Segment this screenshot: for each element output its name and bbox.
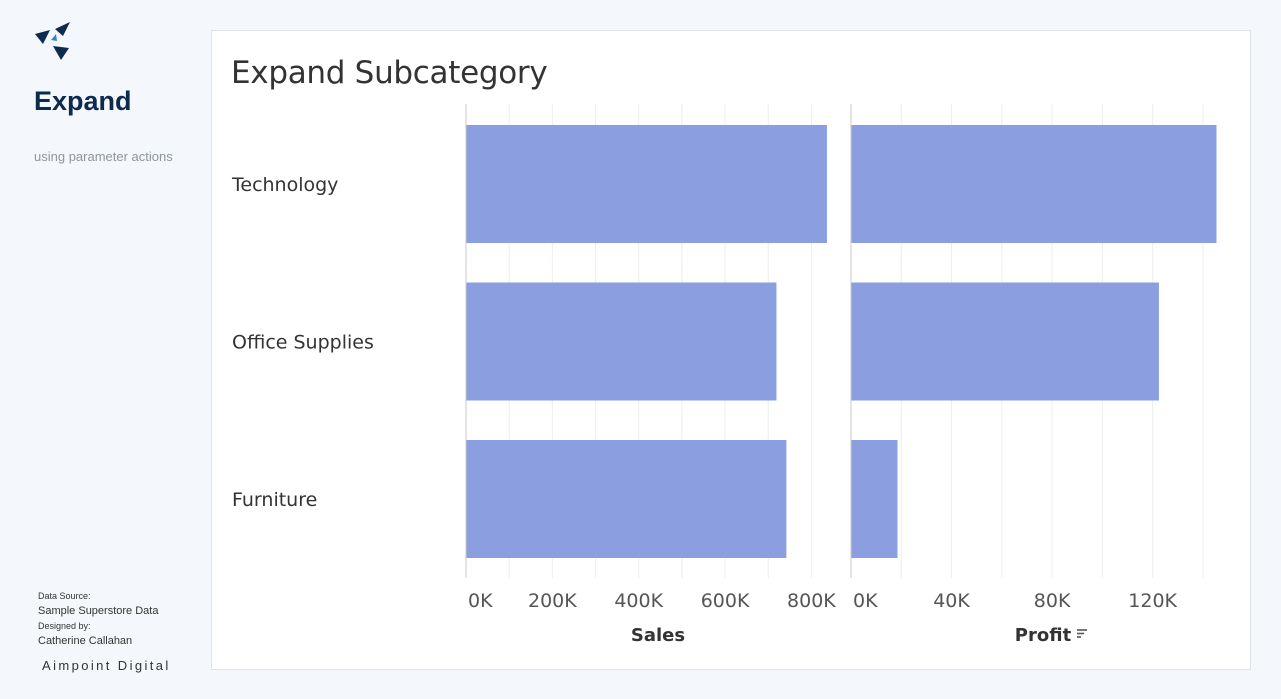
category-label: Office Supplies: [232, 332, 374, 354]
tick-label: 0K: [853, 590, 878, 612]
bar-sales[interactable]: [466, 282, 777, 401]
sidebar-subtitle: using parameter actions: [34, 149, 173, 164]
aimpoint-logo-icon: [35, 22, 70, 60]
tick-label: 600K: [701, 590, 750, 612]
profit-axis-title: Profit: [1015, 625, 1072, 646]
tick-label: 40K: [933, 590, 970, 612]
sidebar-title: Expand: [34, 86, 132, 116]
data-source-label: Data Source:: [38, 591, 91, 601]
data-source-value: Sample Superstore Data: [38, 605, 159, 617]
sidebar: Expand using parameter actions Data Sour…: [0, 0, 205, 699]
brand-name: Aimpoint Digital: [42, 658, 171, 673]
bar-profit[interactable]: [851, 282, 1159, 401]
bar-sales[interactable]: [466, 125, 827, 243]
bar-sales[interactable]: [466, 440, 787, 558]
bar-profit[interactable]: [851, 125, 1217, 243]
designed-by-value: Catherine Callahan: [38, 635, 133, 647]
credits: Data Source: Sample Superstore Data Desi…: [38, 589, 158, 649]
chart-title: Expand Subcategory: [231, 55, 548, 91]
tick-label: 400K: [614, 590, 663, 612]
bar-profit[interactable]: [851, 440, 898, 558]
tick-label: 120K: [1128, 590, 1177, 612]
sales-axis-title: Sales: [631, 625, 685, 646]
tick-label: 800K: [787, 590, 836, 612]
tick-label: 200K: [528, 590, 577, 612]
tick-label: 0K: [468, 590, 493, 612]
sort-descending-icon[interactable]: [1077, 629, 1087, 638]
designed-by-label: Designed by:: [38, 621, 91, 631]
category-label: Technology: [231, 174, 338, 196]
category-label: Furniture: [232, 489, 317, 511]
tick-label: 80K: [1034, 590, 1071, 612]
